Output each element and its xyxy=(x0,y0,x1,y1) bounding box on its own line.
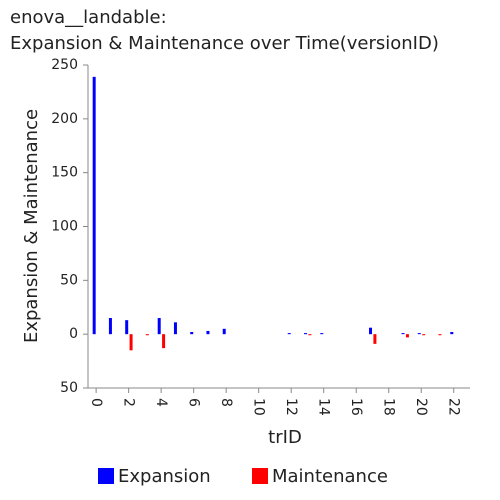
bar xyxy=(92,76,96,335)
bar xyxy=(417,333,421,335)
bar xyxy=(162,334,166,349)
x-tick-label: 8 xyxy=(218,398,234,407)
bar xyxy=(173,322,177,335)
bar xyxy=(108,318,112,335)
y-axis-label: Expansion & Maintenance xyxy=(21,109,42,343)
bar xyxy=(438,334,442,336)
y-tick-label: 150 xyxy=(51,165,78,181)
bar xyxy=(450,332,454,335)
y-tick-label: 200 xyxy=(51,111,78,127)
legend-label: Expansion xyxy=(118,466,211,487)
legend-swatch xyxy=(98,468,114,484)
x-tick-label: 16 xyxy=(348,398,364,416)
x-tick-label: 14 xyxy=(316,398,332,416)
bar xyxy=(157,318,161,335)
bar xyxy=(369,327,373,335)
bar xyxy=(405,334,409,338)
bar xyxy=(129,334,133,351)
bar xyxy=(320,333,324,335)
x-tick-label: 22 xyxy=(446,398,462,416)
bar xyxy=(373,334,377,344)
y-tick-label: 100 xyxy=(51,219,78,235)
y-tick-label: 50 xyxy=(60,272,78,288)
bar xyxy=(303,333,307,335)
bar xyxy=(422,334,426,336)
bar xyxy=(401,333,405,335)
chart-title: enova__landable: xyxy=(10,7,167,28)
bar xyxy=(206,330,210,335)
legend-label: Maintenance xyxy=(272,466,388,487)
x-tick-label: 20 xyxy=(413,398,429,416)
chart-title: Expansion & Maintenance over Time(versio… xyxy=(10,33,439,54)
bar xyxy=(308,334,312,336)
y-tick-label: 50 xyxy=(60,380,78,396)
x-tick-label: 6 xyxy=(186,398,202,407)
x-tick-label: 12 xyxy=(283,398,299,416)
x-tick-label: 0 xyxy=(88,398,104,407)
y-tick-label: 0 xyxy=(69,326,78,342)
y-tick-label: 250 xyxy=(51,57,78,73)
x-tick-label: 18 xyxy=(381,398,397,416)
bar xyxy=(190,332,194,335)
x-tick-label: 2 xyxy=(121,398,137,407)
x-tick-label: 4 xyxy=(153,398,169,407)
bar xyxy=(287,333,291,335)
x-tick-label: 10 xyxy=(251,398,267,416)
bar xyxy=(145,334,149,336)
bar xyxy=(222,328,226,335)
x-axis-label: trID xyxy=(268,427,302,448)
bar xyxy=(125,320,129,335)
legend-swatch xyxy=(252,468,268,484)
